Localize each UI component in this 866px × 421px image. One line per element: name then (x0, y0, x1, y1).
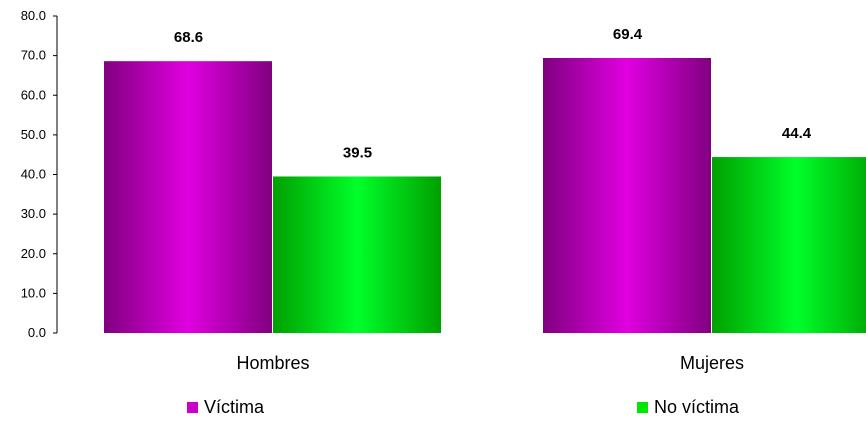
category-label: Hombres (236, 353, 309, 373)
y-tick-label: 20.0 (21, 246, 46, 261)
data-label: 69.4 (613, 26, 643, 43)
y-tick-label: 80.0 (21, 8, 46, 23)
data-label: 39.5 (343, 144, 372, 161)
y-tick-label: 60.0 (21, 87, 46, 102)
legend: Víctima No víctima (187, 397, 740, 417)
bar-hombres-series-0 (104, 61, 272, 334)
bars (104, 58, 866, 334)
y-tick-label: 40.0 (21, 167, 46, 182)
category-label: Mujeres (680, 353, 744, 373)
legend-swatch (637, 402, 648, 413)
y-axis: 0.0 10.0 20.0 30.0 40.0 50.0 60.0 70.0 80.0 (21, 8, 58, 340)
y-tick-label: 50.0 (21, 127, 46, 142)
bar-hombres-series-1 (273, 176, 441, 333)
legend-label: No víctima (654, 397, 740, 417)
y-tick-label: 70.0 (21, 48, 46, 63)
data-labels: 68.6 39.5 69.4 44.4 (174, 26, 812, 161)
category-labels: Hombres Mujeres (236, 353, 744, 373)
bar-mujeres-series-1 (712, 157, 866, 333)
bar-mujeres-series-0 (543, 58, 711, 333)
y-tick-label: 0.0 (28, 325, 46, 340)
y-tick-label: 10.0 (21, 285, 46, 300)
legend-label: Víctima (204, 397, 265, 417)
y-tick-label: 30.0 (21, 206, 46, 221)
legend-swatch (187, 402, 198, 413)
data-label: 44.4 (782, 125, 812, 142)
data-label: 68.6 (174, 29, 203, 46)
